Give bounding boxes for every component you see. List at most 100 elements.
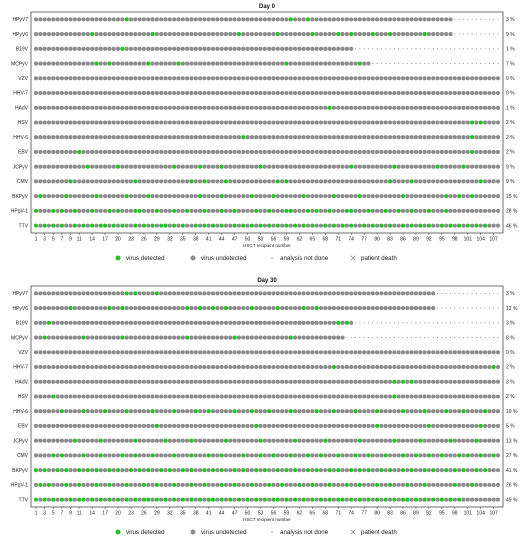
- undetected-point: [318, 320, 324, 325]
- not-done-point: [419, 48, 421, 50]
- undetected-point: [487, 364, 492, 370]
- undetected-point: [254, 164, 259, 169]
- undetected-point: [314, 135, 319, 140]
- undetected-point: [68, 208, 73, 213]
- undetected-point: [452, 409, 457, 414]
- undetected-point: [275, 90, 280, 96]
- undetected-point: [167, 438, 172, 443]
- undetected-point: [81, 179, 86, 184]
- undetected-point: [90, 149, 95, 155]
- undetected-point: [301, 482, 306, 487]
- detected-point: [305, 208, 311, 213]
- undetected-point: [55, 364, 60, 370]
- undetected-point: [362, 497, 367, 502]
- undetected-point: [383, 306, 388, 311]
- undetected-point: [457, 135, 462, 140]
- detected-point: [206, 497, 211, 502]
- undetected-point: [223, 76, 229, 81]
- undetected-point: [344, 453, 349, 458]
- undetected-point: [375, 179, 380, 184]
- undetected-point: [379, 76, 384, 81]
- undetected-point: [491, 149, 496, 155]
- undetected-point: [422, 17, 427, 22]
- undetected-point: [154, 223, 159, 228]
- undetected-point: [72, 90, 77, 96]
- undetected-point: [154, 46, 159, 51]
- detected-point: [396, 208, 401, 213]
- undetected-point: [349, 306, 354, 311]
- not-done-point: [480, 48, 482, 50]
- undetected-point: [189, 350, 194, 355]
- undetected-point: [90, 364, 95, 370]
- undetected-point: [176, 497, 181, 502]
- undetected-point: [232, 306, 237, 311]
- undetected-point: [400, 438, 406, 443]
- undetected-point: [461, 394, 466, 399]
- detected-point: [293, 223, 298, 228]
- undetected-point: [72, 76, 77, 81]
- undetected-point: [323, 394, 328, 399]
- detected-point: [64, 482, 69, 487]
- undetected-point: [133, 105, 138, 110]
- undetected-point: [448, 76, 453, 81]
- undetected-point: [115, 335, 121, 340]
- undetected-point: [133, 149, 138, 155]
- undetected-point: [284, 32, 289, 37]
- undetected-point: [137, 350, 142, 355]
- undetected-point: [284, 364, 289, 370]
- undetected-point: [495, 438, 501, 443]
- not-done-point: [380, 337, 382, 339]
- not-done-point: [462, 307, 465, 309]
- undetected-point: [193, 17, 198, 22]
- undetected-point: [340, 291, 345, 296]
- undetected-point: [185, 135, 190, 140]
- undetected-point: [85, 17, 90, 22]
- undetected-point: [85, 120, 90, 125]
- undetected-point: [435, 497, 440, 502]
- undetected-point: [228, 379, 233, 384]
- undetected-point: [154, 179, 159, 184]
- detected-point: [482, 223, 488, 228]
- undetected-point: [474, 120, 479, 125]
- undetected-point: [262, 379, 267, 384]
- undetected-point: [180, 179, 185, 184]
- undetected-point: [172, 364, 177, 370]
- undetected-point: [258, 335, 263, 340]
- undetected-point: [487, 482, 492, 487]
- undetected-point: [487, 350, 492, 355]
- undetected-point: [128, 364, 134, 370]
- undetected-point: [38, 423, 43, 429]
- undetected-point: [405, 364, 410, 370]
- undetected-point: [210, 149, 216, 155]
- undetected-point: [94, 164, 99, 169]
- undetected-point: [98, 46, 103, 51]
- undetected-point: [344, 17, 349, 22]
- percent-label: 41 %: [506, 468, 518, 474]
- undetected-point: [336, 135, 341, 140]
- undetected-point: [444, 364, 449, 370]
- undetected-point: [284, 394, 289, 399]
- undetected-point: [426, 120, 431, 125]
- undetected-point: [314, 423, 319, 429]
- undetected-point: [193, 105, 198, 110]
- undetected-point: [457, 350, 462, 355]
- not-done-point: [471, 322, 473, 324]
- undetected-point: [327, 320, 332, 325]
- detected-point: [482, 468, 488, 473]
- detected-point: [193, 409, 198, 414]
- undetected-point: [362, 423, 367, 429]
- undetected-point: [267, 105, 272, 110]
- undetected-point: [228, 120, 233, 125]
- undetected-point: [310, 149, 315, 155]
- not-done-point: [376, 337, 378, 339]
- undetected-point: [254, 135, 259, 140]
- undetected-point: [55, 394, 60, 399]
- undetected-point: [163, 149, 168, 155]
- not-done-point: [471, 33, 473, 35]
- undetected-point: [232, 164, 237, 169]
- not-done-point: [493, 337, 495, 339]
- undetected-point: [245, 208, 250, 213]
- detected-point: [400, 223, 406, 228]
- undetected-point: [68, 291, 73, 296]
- undetected-point: [318, 179, 324, 184]
